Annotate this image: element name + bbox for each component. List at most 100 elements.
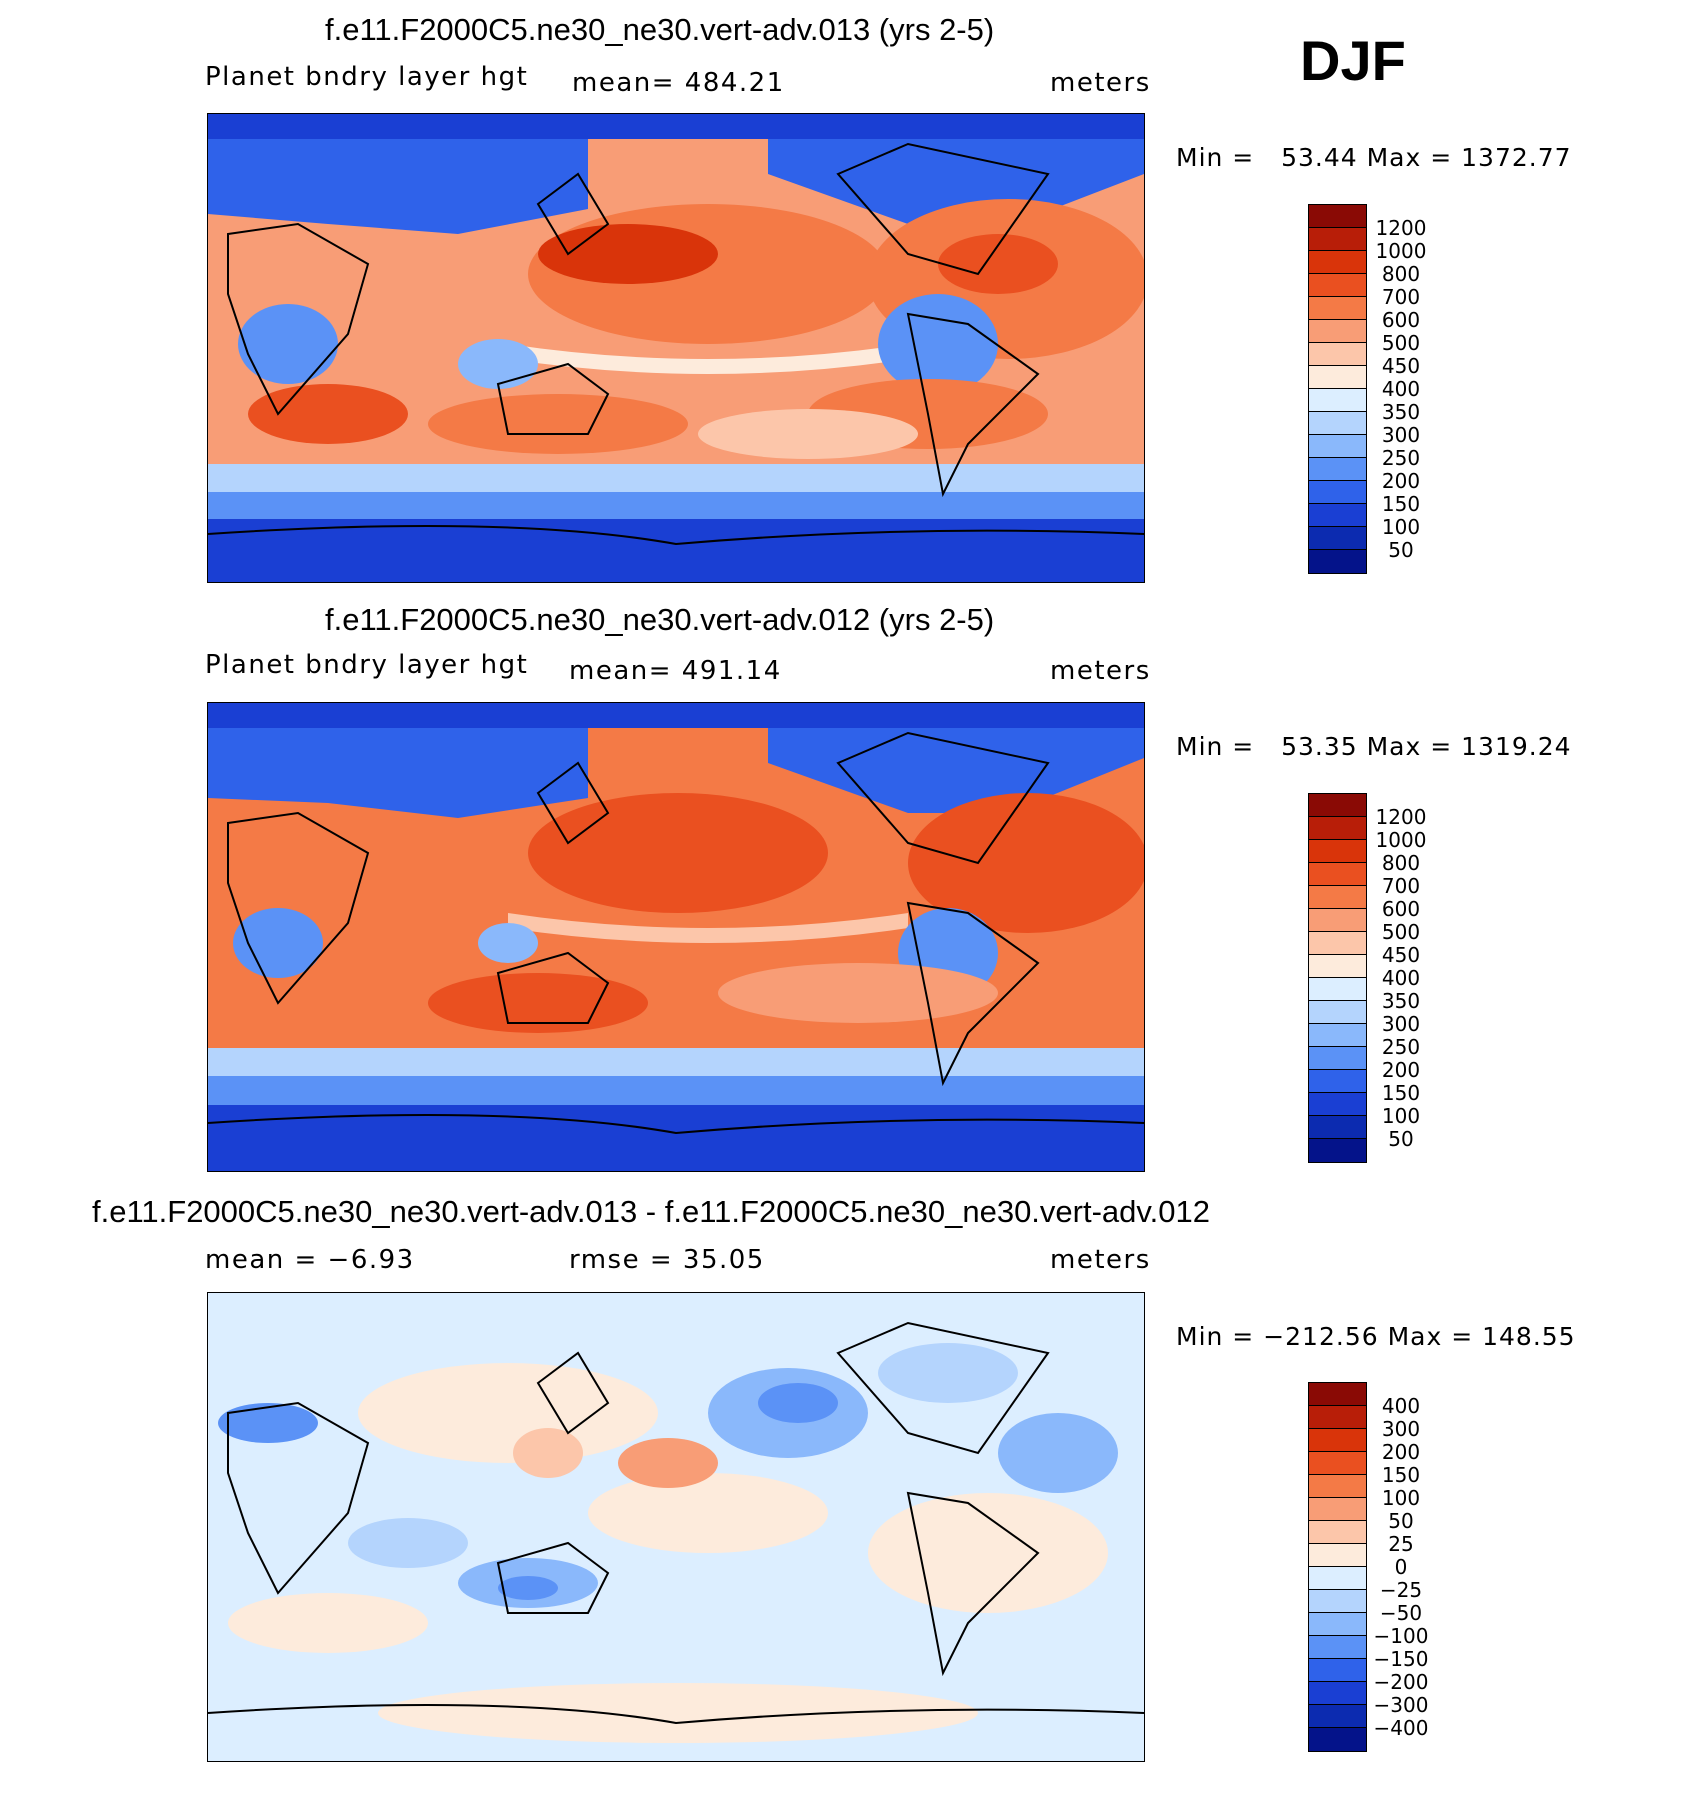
colorbar-swatch (1309, 389, 1366, 412)
colorbar-swatch (1309, 412, 1366, 435)
colorbar-swatch (1309, 1544, 1366, 1567)
colorbar-tick-label: 500 (1381, 331, 1421, 355)
colorbar-swatch (1309, 297, 1366, 320)
colorbar-tick-label: 800 (1381, 851, 1421, 875)
panel-3-title: f.e11.F2000C5.ne30_ne30.vert-adv.013 - f… (92, 1194, 1210, 1229)
season-label: DJF (1300, 29, 1406, 92)
colorbar-tick-label: 450 (1381, 943, 1421, 967)
colorbar-tick-label: −150 (1373, 1647, 1429, 1671)
colorbar-tick-label: −300 (1373, 1693, 1429, 1717)
colorbar-swatch (1309, 1024, 1366, 1047)
colorbar-tick-label: 25 (1388, 1532, 1414, 1556)
panel-1-minmax: Min = 53.44 Max = 1372.77 (1176, 143, 1572, 172)
panel-2-mean-label: mean= 491.14 (569, 656, 782, 686)
colorbar-swatch (1309, 205, 1366, 228)
panel-2-title: f.e11.F2000C5.ne30_ne30.vert-adv.012 (yr… (325, 602, 995, 637)
colorbar-tick-label: 100 (1381, 1104, 1421, 1128)
colorbar-tick-label: −200 (1373, 1670, 1429, 1694)
colorbar-swatch (1309, 527, 1366, 550)
colorbar-tick-label: 100 (1381, 515, 1421, 539)
colorbar-swatch (1309, 1047, 1366, 1070)
colorbar-tick-label: 0 (1394, 1555, 1408, 1579)
colorbar-tick-label: 300 (1381, 1012, 1421, 1036)
colorbar-swatch (1309, 251, 1366, 274)
colorbar-tick-label: 50 (1388, 1127, 1414, 1151)
colorbar-swatch (1309, 978, 1366, 1001)
colorbar-tick-label: 400 (1381, 966, 1421, 990)
panel-2-map-canvas (208, 703, 1144, 1171)
colorbar-tick-label: 600 (1381, 897, 1421, 921)
colorbar-swatch (1309, 481, 1366, 504)
colorbar-swatch (1309, 1636, 1366, 1659)
panel-3-map (207, 1292, 1145, 1762)
colorbar-tick-label: −50 (1379, 1601, 1423, 1625)
panel-1-title: f.e11.F2000C5.ne30_ne30.vert-adv.013 (yr… (325, 12, 995, 47)
colorbar-tick-label: 600 (1381, 308, 1421, 332)
colorbar-swatch (1309, 1659, 1366, 1682)
panel-2-variable-label: Planet bndry layer hgt (205, 650, 529, 680)
colorbar-swatch (1309, 794, 1366, 817)
panel-3-map-canvas (208, 1293, 1144, 1761)
colorbar-swatch (1309, 1521, 1366, 1544)
panel-3-minmax: Min = −212.56 Max = 148.55 (1176, 1322, 1576, 1351)
colorbar-tick-label: 200 (1381, 1440, 1421, 1464)
colorbar-swatch (1309, 1383, 1366, 1406)
panel-2-minmax: Min = 53.35 Max = 1319.24 (1176, 732, 1572, 761)
colorbar-swatch (1309, 1452, 1366, 1475)
colorbar-swatch (1309, 1116, 1366, 1139)
panel-2-colorbar (1308, 793, 1367, 1163)
colorbar-swatch (1309, 886, 1366, 909)
colorbar-swatch (1309, 274, 1366, 297)
colorbar-swatch (1309, 504, 1366, 527)
colorbar-tick-label: 1200 (1375, 216, 1427, 240)
colorbar-swatch (1309, 863, 1366, 886)
panel-1-units-label: meters (1050, 68, 1151, 98)
panel-3-rmse-label: rmse = 35.05 (569, 1245, 765, 1275)
colorbar-swatch (1309, 1070, 1366, 1093)
panel-1-map (207, 113, 1145, 583)
colorbar-tick-label: 1000 (1375, 239, 1427, 263)
panel-3-units-label: meters (1050, 1245, 1151, 1275)
colorbar-swatch (1309, 1498, 1366, 1521)
colorbar-swatch (1309, 1406, 1366, 1429)
colorbar-tick-label: 300 (1381, 423, 1421, 447)
colorbar-swatch (1309, 840, 1366, 863)
colorbar-swatch (1309, 955, 1366, 978)
colorbar-tick-label: 350 (1381, 989, 1421, 1013)
colorbar-swatch (1309, 1567, 1366, 1590)
colorbar-swatch (1309, 817, 1366, 840)
colorbar-swatch (1309, 550, 1366, 573)
panel-1-mean-label: mean= 484.21 (572, 68, 785, 98)
colorbar-swatch (1309, 1475, 1366, 1498)
colorbar-swatch (1309, 1682, 1366, 1705)
panel-3-colorbar (1308, 1382, 1367, 1752)
colorbar-swatch (1309, 435, 1366, 458)
colorbar-swatch (1309, 1001, 1366, 1024)
colorbar-tick-label: −100 (1373, 1624, 1429, 1648)
colorbar-swatch (1309, 1590, 1366, 1613)
colorbar-tick-label: 700 (1381, 874, 1421, 898)
colorbar-tick-label: 700 (1381, 285, 1421, 309)
colorbar-swatch (1309, 1139, 1366, 1162)
colorbar-swatch (1309, 366, 1366, 389)
colorbar-tick-label: 500 (1381, 920, 1421, 944)
colorbar-tick-label: −400 (1373, 1716, 1429, 1740)
colorbar-tick-label: 250 (1381, 1035, 1421, 1059)
colorbar-swatch (1309, 1093, 1366, 1116)
colorbar-swatch (1309, 1429, 1366, 1452)
colorbar-tick-label: 200 (1381, 469, 1421, 493)
colorbar-swatch (1309, 1613, 1366, 1636)
colorbar-swatch (1309, 343, 1366, 366)
colorbar-tick-label: 150 (1381, 492, 1421, 516)
colorbar-tick-label: 400 (1381, 1394, 1421, 1418)
colorbar-swatch (1309, 228, 1366, 251)
colorbar-swatch (1309, 458, 1366, 481)
colorbar-tick-label: 200 (1381, 1058, 1421, 1082)
colorbar-tick-label: 50 (1388, 538, 1414, 562)
panel-2-map (207, 702, 1145, 1172)
colorbar-swatch (1309, 932, 1366, 955)
colorbar-swatch (1309, 1728, 1366, 1751)
colorbar-swatch (1309, 909, 1366, 932)
colorbar-swatch (1309, 320, 1366, 343)
panel-1-variable-label: Planet bndry layer hgt (205, 62, 529, 92)
